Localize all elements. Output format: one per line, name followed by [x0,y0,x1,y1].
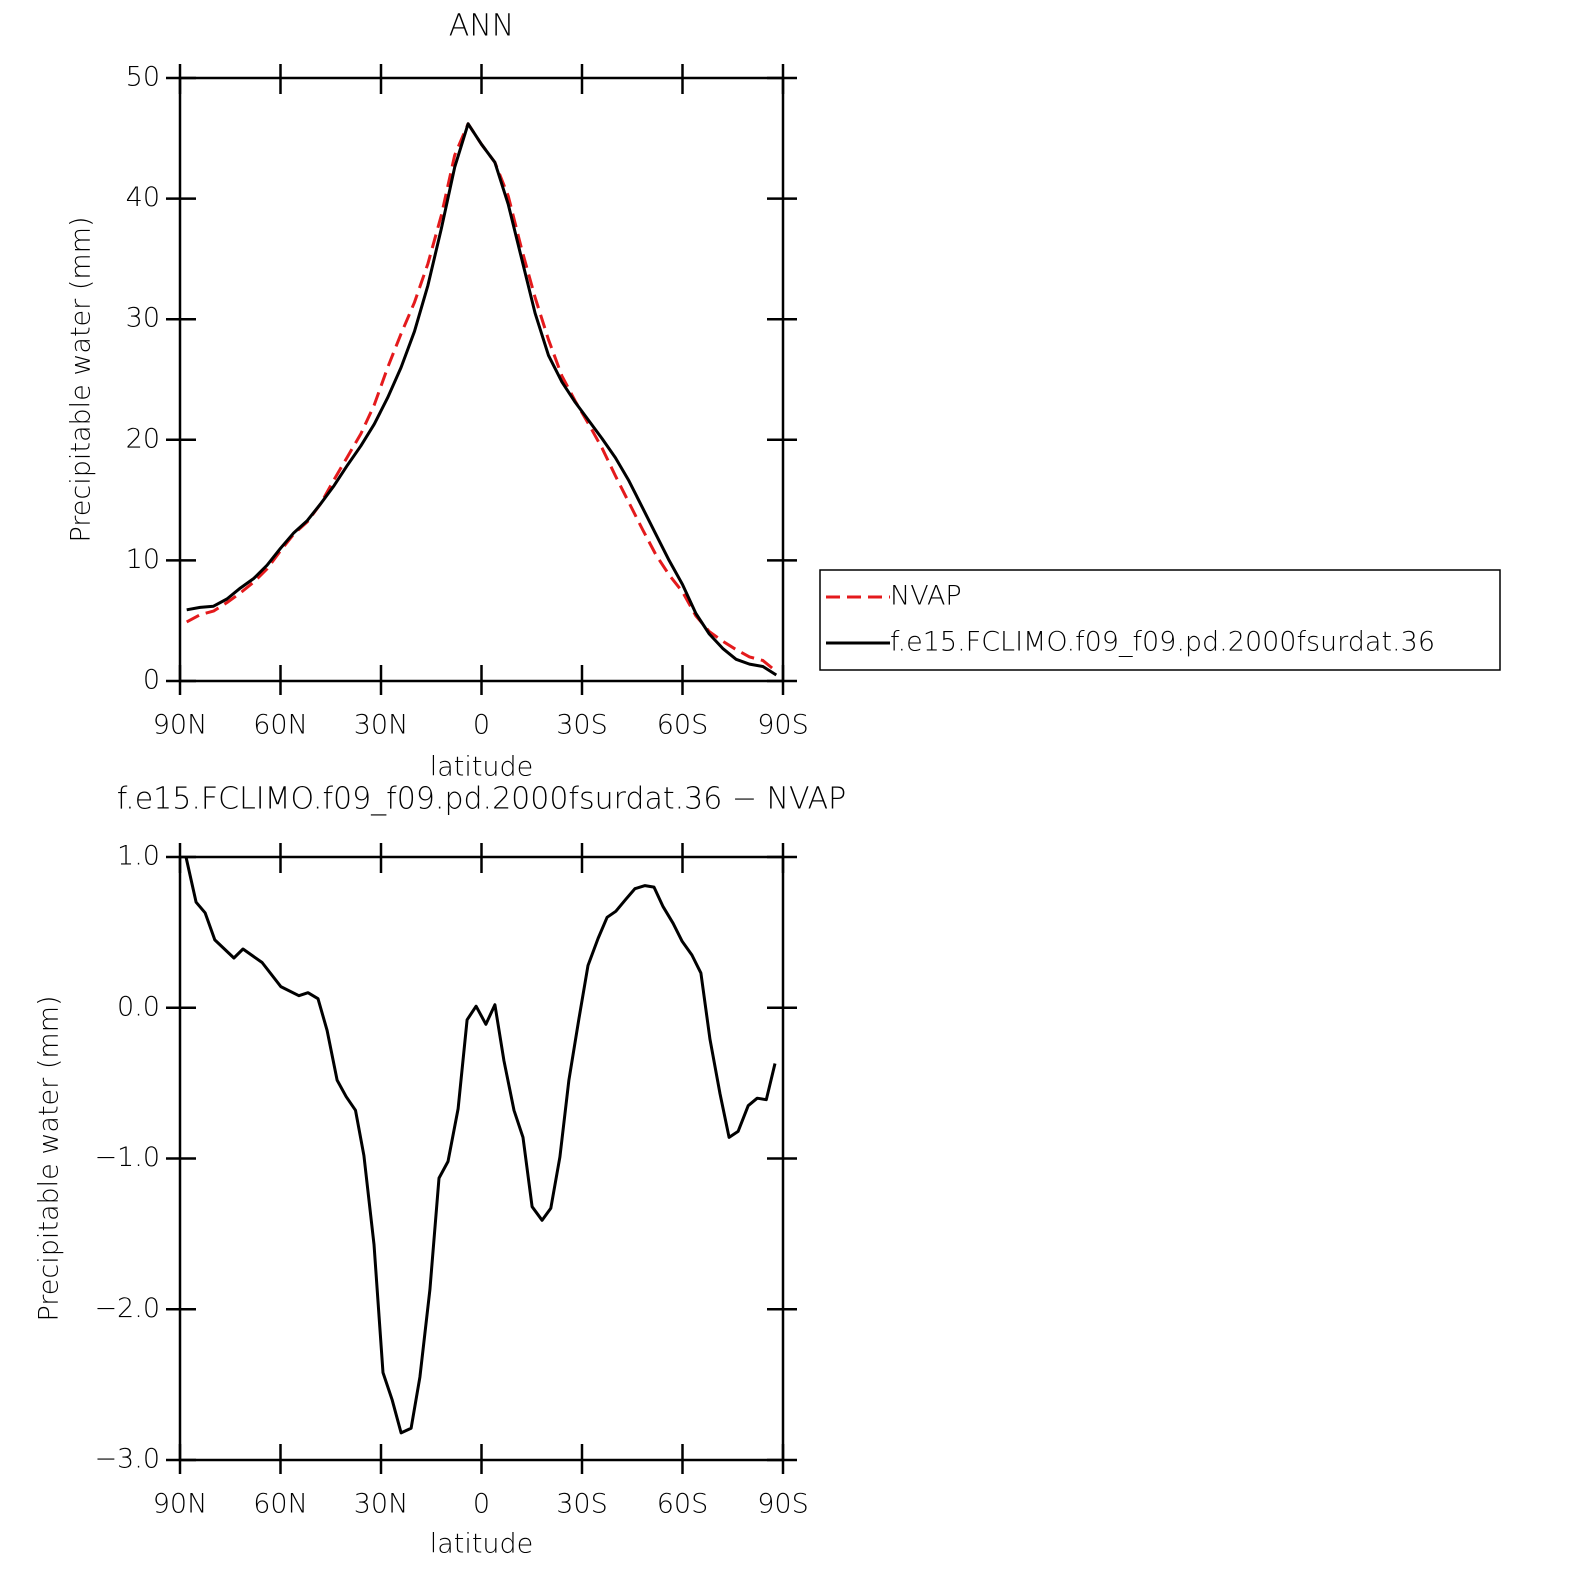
chart-title: f.e15.FCLIMO.f09_f09.pd.2000fsurdat.36 −… [117,782,846,817]
x-tick-label: 90N [153,710,208,741]
x-axis-label: latitude [430,1529,534,1560]
x-tick-label: 90S [757,1489,809,1520]
y-tick-label: 50 [126,62,160,93]
x-tick-label: 90S [757,710,809,741]
x-tick-label: 30S [556,710,608,741]
y-axis-label: Precipitable water (mm) [34,995,65,1321]
y-tick-label: 30 [126,303,160,334]
y-tick-label: −1.0 [94,1142,160,1173]
legend-box [819,569,1501,671]
x-axis-label: latitude [430,752,534,783]
y-tick-label: 10 [126,544,160,575]
x-tick-label: 90N [153,1489,208,1520]
y-tick-label: 40 [126,182,160,213]
plot-frame [178,76,785,683]
data-line [184,856,777,1435]
y-tick-label: 0.0 [117,991,160,1022]
x-tick-label: 30N [354,1489,409,1520]
y-tick-label: −3.0 [94,1444,160,1475]
x-tick-label: 0 [473,1489,490,1520]
x-tick-label: 30S [556,1489,608,1520]
legend-label: NVAP [890,581,962,612]
y-axis-label: Precipitable water (mm) [66,216,97,542]
x-tick-label: 60S [657,710,709,741]
legend-label: f.e15.FCLIMO.f09_f09.pd.2000fsurdat.36 [890,627,1435,658]
plot-frame [178,855,785,1462]
data-line [185,122,778,673]
y-tick-label: 0 [143,665,160,696]
x-tick-label: 60S [657,1489,709,1520]
y-tick-label: 20 [126,423,160,454]
x-tick-label: 60N [253,710,308,741]
y-tick-label: 1.0 [117,841,160,872]
chart-title: ANN [449,9,514,44]
x-tick-label: 0 [473,710,490,741]
data-line [186,122,778,677]
y-tick-label: −2.0 [94,1293,160,1324]
x-tick-label: 30N [354,710,409,741]
x-tick-label: 60N [253,1489,308,1520]
